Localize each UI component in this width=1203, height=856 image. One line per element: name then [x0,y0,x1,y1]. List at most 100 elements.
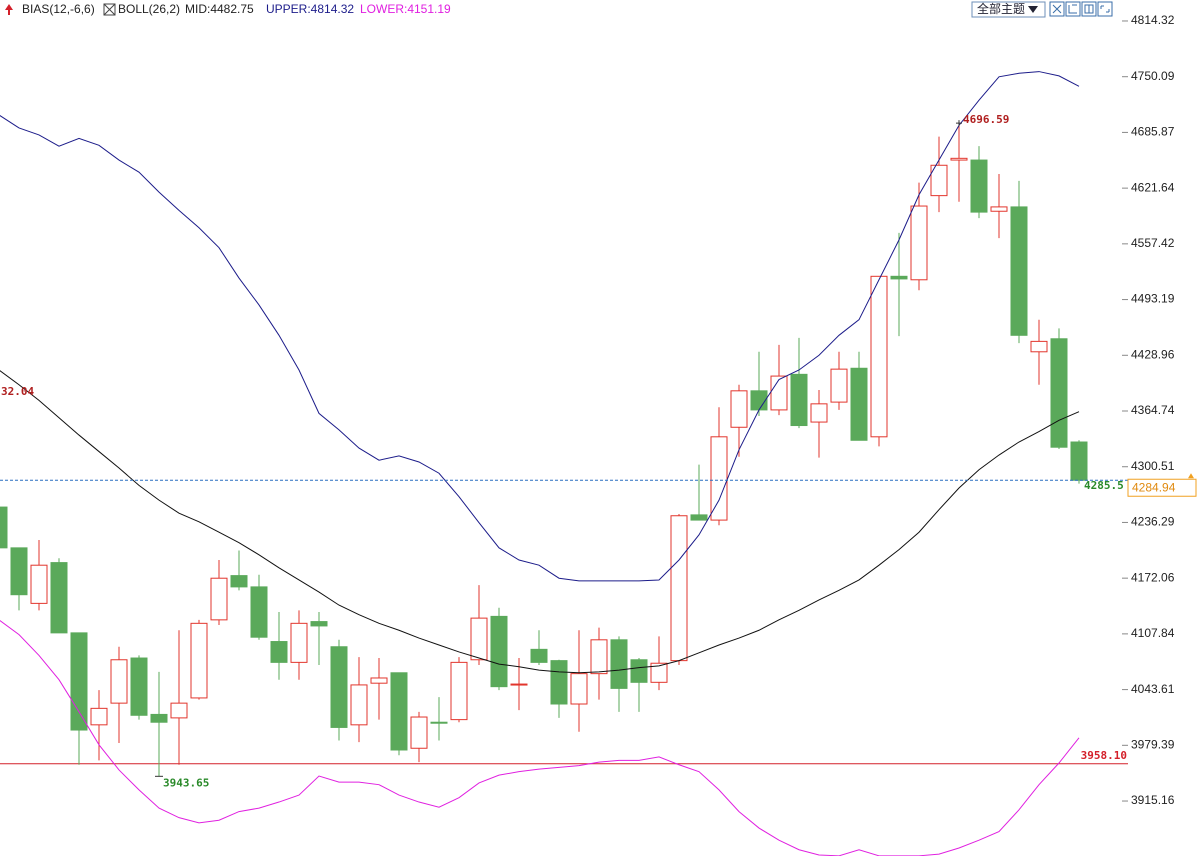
y-tick-label: 4107.84 [1131,626,1175,640]
candle-body [310,621,328,627]
candle-body [50,562,68,634]
candle-body [370,677,388,684]
candle-body [190,622,208,699]
candle-body [330,646,348,728]
candle-body [270,641,288,663]
candle-body [470,617,488,661]
candle-body [490,615,508,688]
candle-body [350,684,368,726]
candle-body [690,514,708,521]
tool-button[interactable] [1065,1,1081,17]
boll-icon [103,3,116,16]
y-tick-label: 4493.19 [1131,292,1175,306]
current-price-box [1127,478,1197,497]
tool-icon [1100,5,1110,13]
y-tick-label: 4814.32 [1131,13,1175,27]
candle-body [110,659,128,704]
current-price-label: 4284.94 [1132,480,1176,494]
low-label: 3943.65 [163,776,209,789]
candle-body [290,622,308,663]
bias-label: BIAS(12,-6,6) [22,2,95,16]
y-tick-label: 4236.29 [1131,515,1175,529]
candle-body [90,707,108,726]
y-tick-label: 4750.09 [1131,69,1175,83]
candle-body [750,390,768,411]
tool-icon [1084,4,1094,14]
y-tick-label: 4621.64 [1131,180,1175,194]
candle-body [730,390,748,428]
candle-body [790,373,808,427]
candle-body [770,375,788,411]
price-axis: 4814.32 4750.09 4685.87 4621.64 4557.42 4493.… [1122,13,1175,807]
candle-body [810,403,828,423]
candle-body [430,721,448,724]
candle-body [70,632,88,731]
candle-body [170,702,188,719]
candle-body [590,639,608,675]
boll-line [0,71,1080,582]
plot-area [0,71,1128,856]
candle-body [390,672,408,751]
candle-body [30,564,48,604]
candle-body [210,577,228,621]
lower-label: LOWER:4151.19 [360,2,451,16]
candle-body [650,662,668,683]
candle-body [530,648,548,663]
theme-button-label[interactable]: 全部主题 [977,1,1025,16]
high-marker [956,120,962,127]
candle-body [630,659,648,683]
candle-body [510,683,528,686]
y-tick-label: 4428.96 [1131,347,1175,361]
candle-body [1070,441,1088,481]
current-price-marker [1188,473,1194,479]
y-tick-label: 4300.51 [1131,459,1175,473]
candle-body [890,275,908,280]
candle-body [670,515,688,662]
y-tick-label: 4172.06 [1131,570,1175,584]
last-label: 4285.5 [1084,479,1124,492]
candle-body [710,436,728,521]
left-label: 32.04 [1,385,34,398]
tool-icon [1052,4,1062,14]
bias-icon [5,4,13,15]
y-tick-label: 4364.74 [1131,403,1175,417]
theme-button[interactable] [971,1,1046,18]
candle-body [910,205,928,281]
reference-label: 3958.10 [1081,749,1127,762]
high-label: 4696.59 [963,113,1009,126]
upper-label: UPPER:4814.32 [266,2,354,16]
candle-body [450,661,468,721]
candle-body [130,657,148,716]
candle-body [1010,206,1028,336]
y-tick-label: 3979.39 [1131,737,1175,751]
boll-icon [103,3,116,16]
boll-label: BOLL(26,2) [118,2,180,16]
candle-body [830,368,848,403]
candle-body [930,164,948,197]
candle-body [250,586,268,638]
candle-body [550,660,568,705]
candle-body [230,575,248,588]
candle-body [950,157,968,161]
tool-button[interactable] [1097,1,1113,17]
candle-body [10,547,28,596]
candle-body [990,206,1008,212]
candle-body [970,159,988,213]
candle-body [570,673,588,705]
candle-body [870,275,888,438]
candle-body [0,506,8,549]
y-tick-label: 4043.61 [1131,682,1175,696]
candle-body [1050,338,1068,448]
candle-body [410,716,428,749]
tool-icon [1068,4,1077,14]
dropdown-arrow[interactable] [1028,6,1038,13]
candle-body [150,713,168,723]
candle-body [1030,340,1048,353]
y-tick-label: 4557.42 [1131,236,1175,250]
y-tick-label: 4685.87 [1131,125,1175,139]
candle-body [610,639,628,689]
boll-line [0,370,1080,674]
mid-label: MID:4482.75 [185,2,254,16]
